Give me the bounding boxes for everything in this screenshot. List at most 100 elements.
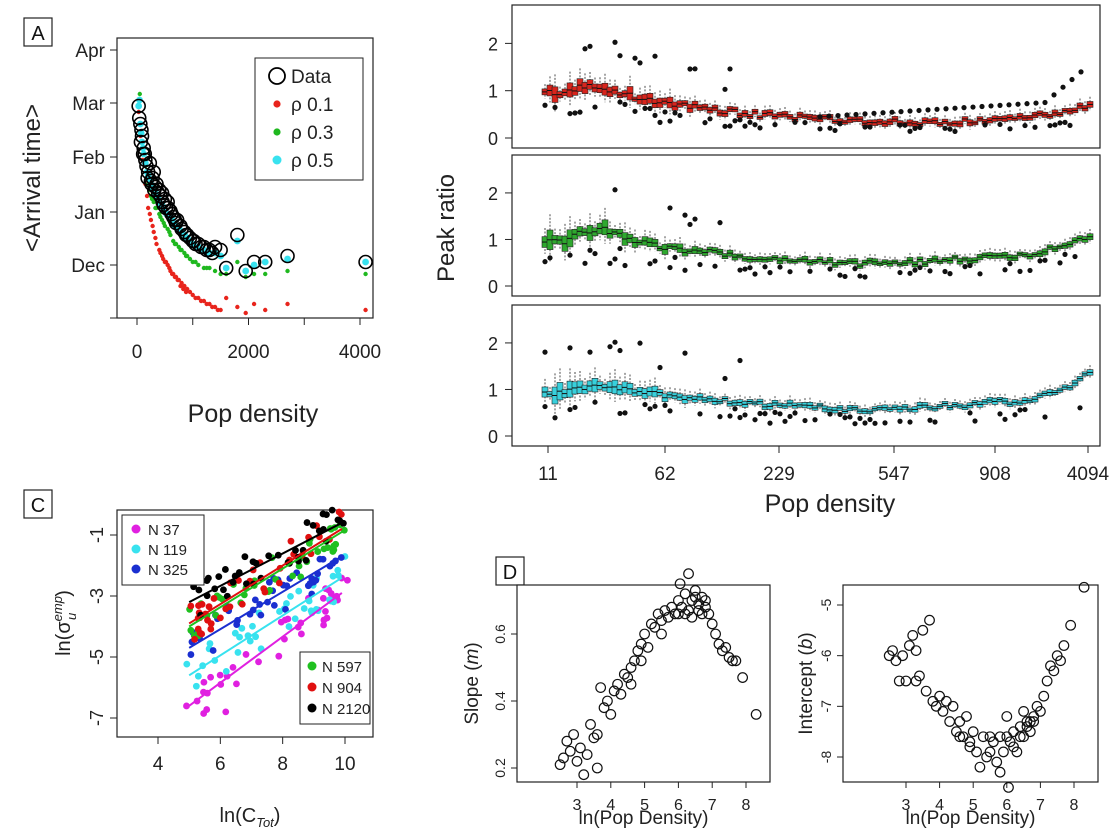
outlier-point: [747, 265, 753, 271]
outlier-point: [542, 403, 548, 410]
outlier-point: [777, 411, 783, 417]
outlier-point: [1022, 406, 1028, 413]
outlier-point: [826, 113, 832, 119]
outlier-point: [782, 418, 788, 424]
outlier-point: [912, 267, 918, 273]
data-point: [204, 245, 220, 261]
data-point: [568, 729, 580, 740]
x-axis-label: ln(CTot): [220, 805, 281, 830]
data-point: [203, 577, 211, 585]
data-point: [957, 731, 969, 743]
data-point: [673, 608, 684, 620]
legend-marker: [268, 67, 286, 85]
outlier-point: [567, 406, 573, 413]
outlier-point: [592, 250, 598, 257]
data-point: [137, 146, 153, 162]
y-tick-label: Feb: [72, 148, 105, 169]
outlier-point: [967, 410, 973, 416]
data-point: [934, 690, 945, 702]
outlier-point: [647, 261, 653, 267]
data-point: [297, 573, 305, 581]
outlier-point: [742, 123, 748, 129]
legend-label: ρ 0.5: [291, 151, 334, 172]
outlier-point: [727, 66, 733, 72]
data-point: [574, 742, 586, 754]
data-point: [169, 271, 175, 277]
outlier-point: [672, 110, 678, 116]
data-point: [329, 572, 337, 580]
x-tick-label: 6: [1002, 797, 1011, 814]
outlier-point: [852, 266, 858, 272]
data-point: [224, 295, 229, 301]
outlier-point: [742, 266, 748, 272]
data-point: [196, 262, 201, 268]
outlier-point: [792, 119, 798, 125]
outlier-point: [612, 339, 618, 345]
outlier-point: [1012, 412, 1018, 418]
outlier-point: [1024, 101, 1030, 107]
outlier-point: [727, 413, 733, 419]
data-point: [238, 624, 246, 632]
data-point: [172, 274, 178, 280]
outlier-point: [817, 126, 823, 132]
data-point: [207, 673, 215, 681]
data-point: [686, 611, 698, 623]
outlier-point: [1015, 101, 1021, 107]
data-point: [1008, 741, 1019, 753]
plot-frame: [516, 584, 771, 783]
data-point: [612, 678, 623, 690]
data-point: [194, 672, 202, 680]
data-point: [602, 695, 613, 707]
data-point: [608, 685, 620, 697]
outlier-point: [942, 125, 948, 131]
data-point: [679, 608, 691, 620]
data-point: [937, 706, 949, 717]
data-point: [720, 642, 732, 653]
x-axis-label: Pop density: [188, 400, 319, 428]
outlier-point: [925, 107, 931, 113]
legend-marker: [307, 661, 317, 671]
data-point: [332, 540, 340, 548]
outlier-point: [947, 271, 953, 277]
data-point: [287, 537, 295, 545]
y-tick-label: Mar: [72, 94, 105, 115]
data-point: [284, 255, 291, 263]
data-point: [954, 731, 966, 743]
data-point: [137, 91, 142, 97]
outlier-point: [961, 105, 967, 111]
data-point: [649, 621, 661, 633]
data-point: [230, 227, 245, 243]
data-point: [154, 241, 159, 247]
y-tick-label: -7: [87, 710, 107, 726]
data-point: [302, 556, 310, 564]
data-point: [167, 229, 172, 235]
data-point: [251, 596, 259, 604]
data-point: [1021, 716, 1033, 727]
data-point: [222, 667, 230, 675]
outlier-point: [802, 417, 808, 424]
data-point: [261, 258, 269, 266]
outlier-point: [898, 109, 904, 115]
data-point: [967, 726, 979, 738]
data-point: [178, 247, 183, 253]
data-point: [1041, 675, 1053, 687]
outlier-point: [732, 406, 738, 412]
outlier-point: [852, 421, 858, 427]
data-point: [222, 264, 230, 272]
data-point: [153, 205, 158, 211]
data-point: [716, 645, 728, 657]
data-point: [215, 593, 223, 601]
data-point: [148, 217, 154, 223]
panel-label: C: [31, 495, 45, 517]
outlier-point: [692, 216, 698, 222]
data-point: [187, 651, 195, 658]
data-point: [920, 685, 932, 697]
data-point: [320, 621, 327, 629]
y-tick-label: 0.4: [492, 691, 508, 711]
data-point: [605, 709, 617, 720]
subplot-frame: [511, 304, 1101, 447]
outlier-point: [997, 102, 1003, 108]
data-point: [615, 688, 627, 700]
outlier-point: [867, 124, 873, 130]
data-point: [642, 642, 654, 653]
